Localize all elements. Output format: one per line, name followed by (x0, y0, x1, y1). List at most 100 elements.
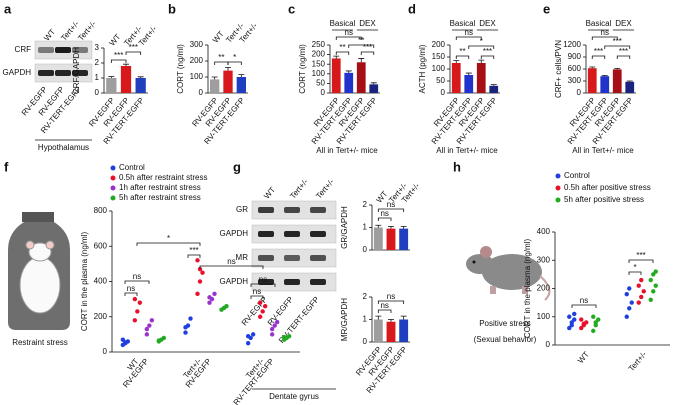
y-tick-label: 100 (312, 69, 326, 78)
x-axis-label: All in Tert+/- mice (316, 146, 378, 155)
y-axis-label: GR/GAPDH (340, 206, 349, 249)
significance-label: *** (363, 43, 372, 52)
y-tick-label: 2 (363, 200, 368, 209)
data-point (144, 332, 150, 337)
bar (373, 319, 383, 342)
data-point (653, 269, 658, 274)
y-tick-label: 600 (94, 241, 108, 250)
significance-bracket (227, 61, 242, 65)
blot-band (284, 231, 300, 237)
illustration-caption: Restraint stress (12, 338, 68, 347)
bar (399, 319, 409, 342)
significance-label: * (233, 53, 236, 62)
group-label: DEX (479, 19, 496, 28)
panel-letter: c (288, 1, 295, 16)
legend-swatch (110, 185, 116, 191)
error-bar (123, 63, 129, 66)
data-point (245, 340, 251, 346)
lane-label: Tert+/- (314, 177, 336, 201)
error-bar (589, 66, 596, 69)
y-tick-label: 100 (190, 72, 204, 81)
legend-label: 1h after restraint stress (119, 183, 201, 192)
significance-label: ns (580, 296, 588, 305)
blot-band (310, 207, 326, 213)
significance-label: ** (358, 36, 364, 45)
data-point (593, 320, 598, 325)
significance-bracket (591, 55, 606, 59)
data-point (627, 286, 632, 291)
error-bar (478, 59, 485, 63)
data-point (281, 334, 287, 340)
bar (223, 70, 233, 93)
y-tick-label: 50 (316, 79, 325, 88)
significance-bracket (377, 217, 392, 221)
data-point (572, 311, 577, 317)
blot-band (72, 70, 88, 76)
bar (464, 75, 474, 93)
blot-row-label: GAPDH (220, 229, 249, 238)
data-point (591, 328, 596, 334)
y-tick-label: 200 (190, 56, 204, 65)
mouse-head (466, 254, 494, 274)
y-tick-label: 0 (321, 88, 326, 97)
blot-band (38, 47, 54, 53)
significance-label: *** (189, 246, 198, 255)
significance-label: ns (133, 272, 141, 281)
y-tick-label: 1 (95, 73, 100, 82)
data-point (629, 300, 634, 305)
blot-band (72, 47, 88, 53)
significance-label: *** (613, 37, 622, 46)
data-point (624, 314, 629, 319)
x-axis-label: All in Tert+/- mice (436, 146, 498, 155)
bar (106, 78, 117, 93)
y-tick-label: 300 (190, 40, 204, 49)
error-bar (453, 60, 460, 63)
group-label: Basical (586, 19, 612, 28)
data-point (262, 303, 268, 309)
significance-label: ns (380, 209, 388, 218)
blot-band (284, 255, 300, 261)
x-tick-label: WT (576, 350, 591, 365)
y-tick-label: 0 (363, 337, 368, 346)
significance-label: *** (636, 251, 645, 260)
data-point (257, 314, 263, 319)
blot-row-label: GR (236, 205, 248, 214)
significance-bracket (214, 61, 229, 65)
significance-label: ns (127, 284, 135, 293)
significance-bracket (335, 51, 350, 55)
legend-label: 5h after positive stress (564, 195, 644, 204)
blot-row-label: GAPDH (220, 277, 249, 286)
legend-swatch (555, 173, 561, 179)
y-tick-label: 1200 (563, 40, 581, 49)
bar (451, 63, 461, 93)
significance-bracket (571, 304, 597, 308)
data-point (207, 295, 212, 300)
data-point (269, 332, 275, 337)
significance-label: ** (459, 47, 465, 56)
significance-bracket (360, 51, 375, 55)
mouse-foot (490, 286, 496, 294)
significance-label: ns (387, 292, 395, 301)
y-tick-label: 0 (577, 88, 582, 97)
significance-label: *** (129, 43, 138, 52)
significance-bracket (348, 44, 375, 48)
bar (236, 77, 246, 93)
data-point (636, 283, 641, 288)
blot-band (310, 279, 326, 285)
data-point (572, 317, 577, 322)
y-tick-label: 0 (546, 340, 551, 349)
y-tick-label: 200 (94, 312, 108, 321)
y-axis-label: CORT in the plasma (ng/ml) (80, 232, 89, 332)
blot-band (258, 255, 274, 261)
legend-swatch (555, 197, 561, 203)
panel-letter: g (233, 159, 241, 174)
data-point (224, 303, 229, 309)
y-tick-label: 200 (432, 40, 446, 49)
data-point (132, 296, 138, 302)
y-tick-label: 50 (436, 76, 445, 85)
significance-bracket (468, 45, 495, 49)
mouse-body (19, 256, 61, 314)
y-axis-label: ACTH (pg/ml) (418, 44, 427, 93)
y-tick-label: 2 (95, 58, 100, 67)
y-tick-label: 1 (363, 315, 368, 324)
